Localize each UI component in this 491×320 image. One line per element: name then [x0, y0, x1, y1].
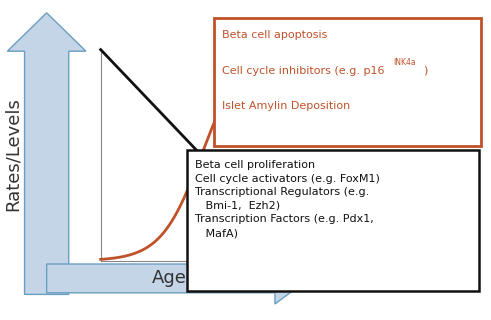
Text: Cell cycle inhibitors (e.g. p16: Cell cycle inhibitors (e.g. p16 — [222, 66, 385, 76]
Text: Beta cell proliferation
Cell cycle activators (e.g. FoxM1)
Transcriptional Regul: Beta cell proliferation Cell cycle activ… — [195, 160, 381, 238]
Text: Islet Amylin Deposition: Islet Amylin Deposition — [222, 101, 351, 111]
FancyArrow shape — [7, 13, 86, 294]
Text: INK4a: INK4a — [393, 58, 416, 67]
Text: Age: Age — [152, 269, 187, 287]
Text: ): ) — [423, 66, 427, 76]
FancyBboxPatch shape — [214, 18, 481, 146]
Text: Rates/Levels: Rates/Levels — [3, 97, 21, 211]
FancyArrow shape — [47, 253, 309, 304]
FancyBboxPatch shape — [187, 150, 479, 291]
Text: Beta cell apoptosis: Beta cell apoptosis — [222, 30, 328, 40]
